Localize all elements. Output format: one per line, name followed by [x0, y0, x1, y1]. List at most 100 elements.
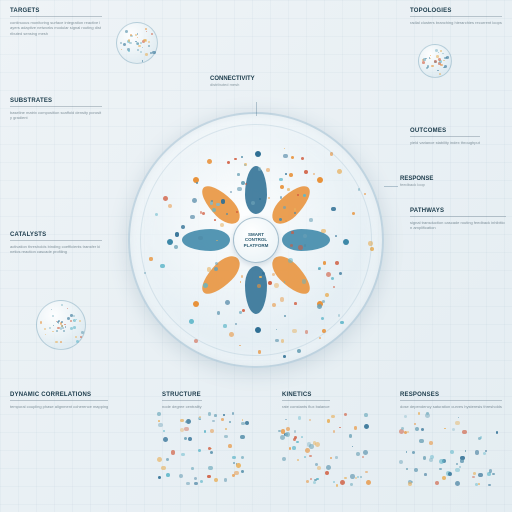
section-tl1-body: continuous monitoring surface integratio… — [10, 20, 102, 36]
scatter-dot — [303, 234, 307, 238]
scatter-dot — [370, 247, 374, 251]
section-tl2: SUBSTRATESbaseline matrix composition sc… — [10, 98, 102, 121]
scatter-dot — [239, 311, 241, 313]
orbit-dot-7 — [193, 177, 199, 183]
scatter-dot — [234, 158, 236, 160]
hub-circle: SMART CONTROL PLATFORM — [233, 217, 279, 263]
hub-line1: SMART — [248, 232, 264, 237]
scatter-dot — [285, 220, 287, 222]
scatter-dot — [202, 212, 205, 215]
scatter-dot — [194, 339, 198, 343]
scatter-dot — [338, 314, 340, 316]
scatter-dot — [163, 196, 168, 201]
scatter-dot — [335, 235, 337, 237]
section-bc1: STRUCTUREnode degree centrality — [162, 392, 202, 409]
scatter-dot — [198, 236, 202, 240]
scatter-dot — [258, 167, 262, 171]
scatter-dot — [251, 201, 256, 206]
scatter-dot — [175, 232, 179, 236]
section-bl: DYNAMIC CORRELATIONStemporal coupling ph… — [10, 392, 108, 409]
scatter-dot — [190, 215, 194, 219]
side-circle-2 — [36, 300, 86, 350]
scatter-dot — [313, 173, 315, 175]
scatter-dot — [168, 204, 173, 209]
section-tr3-title: PATHWAYS — [410, 208, 506, 217]
petal-5 — [196, 251, 245, 300]
scatter-dot — [259, 198, 261, 200]
orbit-dot-3 — [317, 301, 323, 307]
section-tr3-body: signal transduction cascade routing feed… — [410, 220, 506, 231]
scatter-dot — [223, 324, 227, 328]
scatter-dot — [226, 213, 229, 216]
scatter-dot — [337, 169, 342, 174]
scatter-dot — [330, 152, 334, 156]
scatter-dot — [280, 196, 282, 198]
scatter-dot — [281, 339, 285, 343]
scatter-dot — [297, 194, 299, 196]
scatter-dot — [259, 276, 261, 278]
section-bc1-title: STRUCTURE — [162, 392, 202, 401]
central-dish: SMART CONTROL PLATFORM — [128, 112, 384, 368]
scatter-dot — [207, 159, 212, 164]
scatter-dot — [203, 283, 208, 288]
scatter-dot — [174, 245, 178, 249]
scatter-dot — [318, 268, 320, 270]
lead-right — [384, 186, 398, 187]
petal-7 — [196, 180, 245, 229]
scatter-dot — [229, 332, 234, 337]
scatter-dot — [317, 304, 322, 309]
scatter-dot — [304, 244, 306, 246]
scatter-dot — [241, 181, 245, 185]
scatter-dot — [212, 208, 216, 212]
scatter-dot — [240, 281, 242, 283]
section-bc2-body: rate constants flux balance — [282, 404, 330, 409]
side-circle-1 — [116, 22, 158, 64]
scatter-dot — [149, 257, 152, 260]
scatter-dot — [287, 188, 290, 191]
petal-4 — [245, 266, 267, 314]
scatter-dot — [331, 277, 334, 280]
scatter-dot — [290, 244, 293, 247]
scatter-dot — [225, 300, 230, 305]
scatter-dot — [237, 187, 242, 192]
scatter-dot — [215, 262, 218, 265]
orbit-dot-5 — [193, 301, 199, 307]
scatter-dot — [144, 272, 146, 274]
petal-6 — [182, 229, 230, 251]
lead-top — [256, 102, 257, 116]
scatter-dot — [272, 273, 275, 276]
scatter-dot — [258, 350, 262, 354]
scatter-dot — [289, 173, 293, 177]
scatter-dot — [189, 319, 194, 324]
scatter-dot — [326, 272, 331, 277]
scatter-dot — [220, 223, 224, 227]
scatter-dot — [181, 225, 185, 229]
scatter-dot — [321, 229, 326, 234]
section-tl2-title: SUBSTRATES — [10, 98, 102, 107]
scatter-dot — [294, 208, 297, 211]
scatter-dot — [322, 329, 326, 333]
scatter-dot — [340, 321, 343, 324]
scatter-dot — [266, 168, 270, 172]
scatter-dot — [274, 283, 279, 288]
hub-line2: CONTROL — [245, 237, 267, 242]
section-bl-body: temporal coupling phase alignment cohere… — [10, 404, 108, 409]
scatter-dot — [368, 241, 373, 246]
scatter-dot — [217, 311, 221, 315]
scatter-dot — [288, 258, 293, 263]
scatter-dot — [301, 157, 305, 161]
scatter-dot — [214, 219, 216, 221]
scatter-dot — [298, 245, 303, 250]
bottom-panel-0 — [156, 412, 246, 484]
scatter-dot — [241, 275, 243, 277]
scatter-dot — [280, 185, 284, 189]
callout-right: RESPONSE feedback loop — [400, 176, 433, 187]
bottom-panel-2 — [396, 412, 496, 484]
section-br: RESPONSESdose dependency saturation curv… — [400, 392, 502, 409]
scatter-dot — [237, 173, 240, 176]
section-tl3-body: activation thresholds binding coefficien… — [10, 244, 102, 255]
scatter-dot — [291, 156, 294, 159]
scatter-dot — [309, 218, 313, 222]
callout-right-sub: feedback loop — [400, 182, 433, 187]
section-tr2-title: OUTCOMES — [410, 128, 480, 137]
